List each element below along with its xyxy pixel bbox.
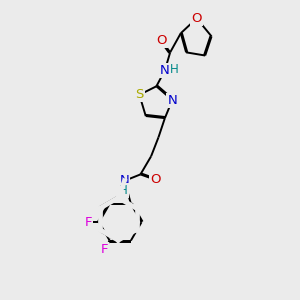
Text: H: H <box>119 184 128 197</box>
Text: H: H <box>170 63 179 76</box>
Text: O: O <box>191 12 202 25</box>
Text: F: F <box>100 243 108 256</box>
Text: O: O <box>156 34 167 47</box>
Text: N: N <box>160 64 170 77</box>
Text: S: S <box>135 88 144 101</box>
Text: N: N <box>120 174 129 187</box>
Text: F: F <box>85 216 92 229</box>
Text: O: O <box>150 173 160 186</box>
Text: N: N <box>167 94 177 106</box>
